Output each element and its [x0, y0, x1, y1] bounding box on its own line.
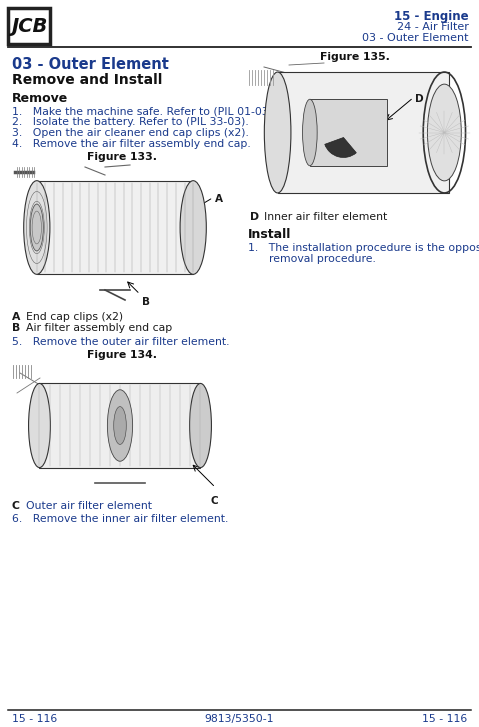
Text: D: D	[415, 95, 424, 105]
Bar	[39, 383, 201, 467]
Text: 24 - Air Filter: 24 - Air Filter	[397, 22, 469, 32]
Ellipse shape	[114, 406, 126, 444]
Text: Remove and Install: Remove and Install	[12, 73, 162, 87]
Text: 5.   Remove the outer air filter element.: 5. Remove the outer air filter element.	[12, 337, 229, 347]
Text: 9813/5350-1: 9813/5350-1	[204, 714, 274, 724]
Bar	[244, 55, 473, 210]
Ellipse shape	[303, 100, 317, 166]
Text: B: B	[142, 297, 150, 308]
Text: Outer air filter element: Outer air filter element	[26, 501, 152, 511]
Ellipse shape	[180, 181, 206, 274]
Text: 4.   Remove the air filter assembly end cap.: 4. Remove the air filter assembly end ca…	[12, 139, 251, 149]
Text: A: A	[215, 195, 223, 204]
Text: End cap clips (x2): End cap clips (x2)	[26, 312, 123, 322]
Text: Air filter assembly end cap: Air filter assembly end cap	[26, 323, 172, 333]
Text: 1.   Make the machine safe. Refer to (PIL 01-03).: 1. Make the machine safe. Refer to (PIL …	[12, 106, 276, 116]
Text: 2.   Isolate the battery. Refer to (PIL 33-03).: 2. Isolate the battery. Refer to (PIL 33…	[12, 117, 249, 127]
Text: Remove: Remove	[12, 92, 68, 105]
Text: 15 - Engine: 15 - Engine	[394, 10, 469, 23]
Text: Figure 135.: Figure 135.	[320, 52, 390, 62]
Text: 15 - 116: 15 - 116	[422, 714, 467, 724]
Ellipse shape	[107, 390, 133, 461]
Text: D: D	[250, 212, 259, 222]
Text: C: C	[12, 501, 20, 511]
Bar	[5, 157, 235, 308]
Text: Figure 134.: Figure 134.	[87, 350, 157, 360]
Ellipse shape	[23, 181, 50, 274]
Wedge shape	[325, 137, 356, 158]
Text: Figure 133.: Figure 133.	[87, 152, 157, 162]
Text: 03 - Outer Element: 03 - Outer Element	[12, 57, 169, 72]
Text: C: C	[210, 496, 218, 505]
Ellipse shape	[30, 204, 44, 251]
FancyBboxPatch shape	[8, 8, 50, 44]
Bar	[310, 100, 387, 166]
Text: 03 - Outer Element: 03 - Outer Element	[363, 33, 469, 43]
Text: JCB: JCB	[11, 17, 47, 36]
Bar	[37, 181, 193, 274]
Text: Install: Install	[248, 228, 291, 241]
Text: 1.   The installation procedure is the opposite of the: 1. The installation procedure is the opp…	[248, 243, 479, 253]
Text: A: A	[12, 312, 21, 322]
Ellipse shape	[190, 383, 211, 467]
Ellipse shape	[427, 84, 461, 181]
Bar	[278, 72, 449, 193]
Text: B: B	[12, 323, 20, 333]
Ellipse shape	[29, 383, 50, 467]
Text: removal procedure.: removal procedure.	[248, 254, 376, 264]
Ellipse shape	[264, 72, 291, 193]
Text: 6.   Remove the inner air filter element.: 6. Remove the inner air filter element.	[12, 514, 228, 524]
Text: Inner air filter element: Inner air filter element	[264, 212, 387, 222]
Bar	[5, 353, 235, 498]
Text: 15 - 116: 15 - 116	[12, 714, 57, 724]
Text: 3.   Open the air cleaner end cap clips (x2).: 3. Open the air cleaner end cap clips (x…	[12, 128, 249, 138]
